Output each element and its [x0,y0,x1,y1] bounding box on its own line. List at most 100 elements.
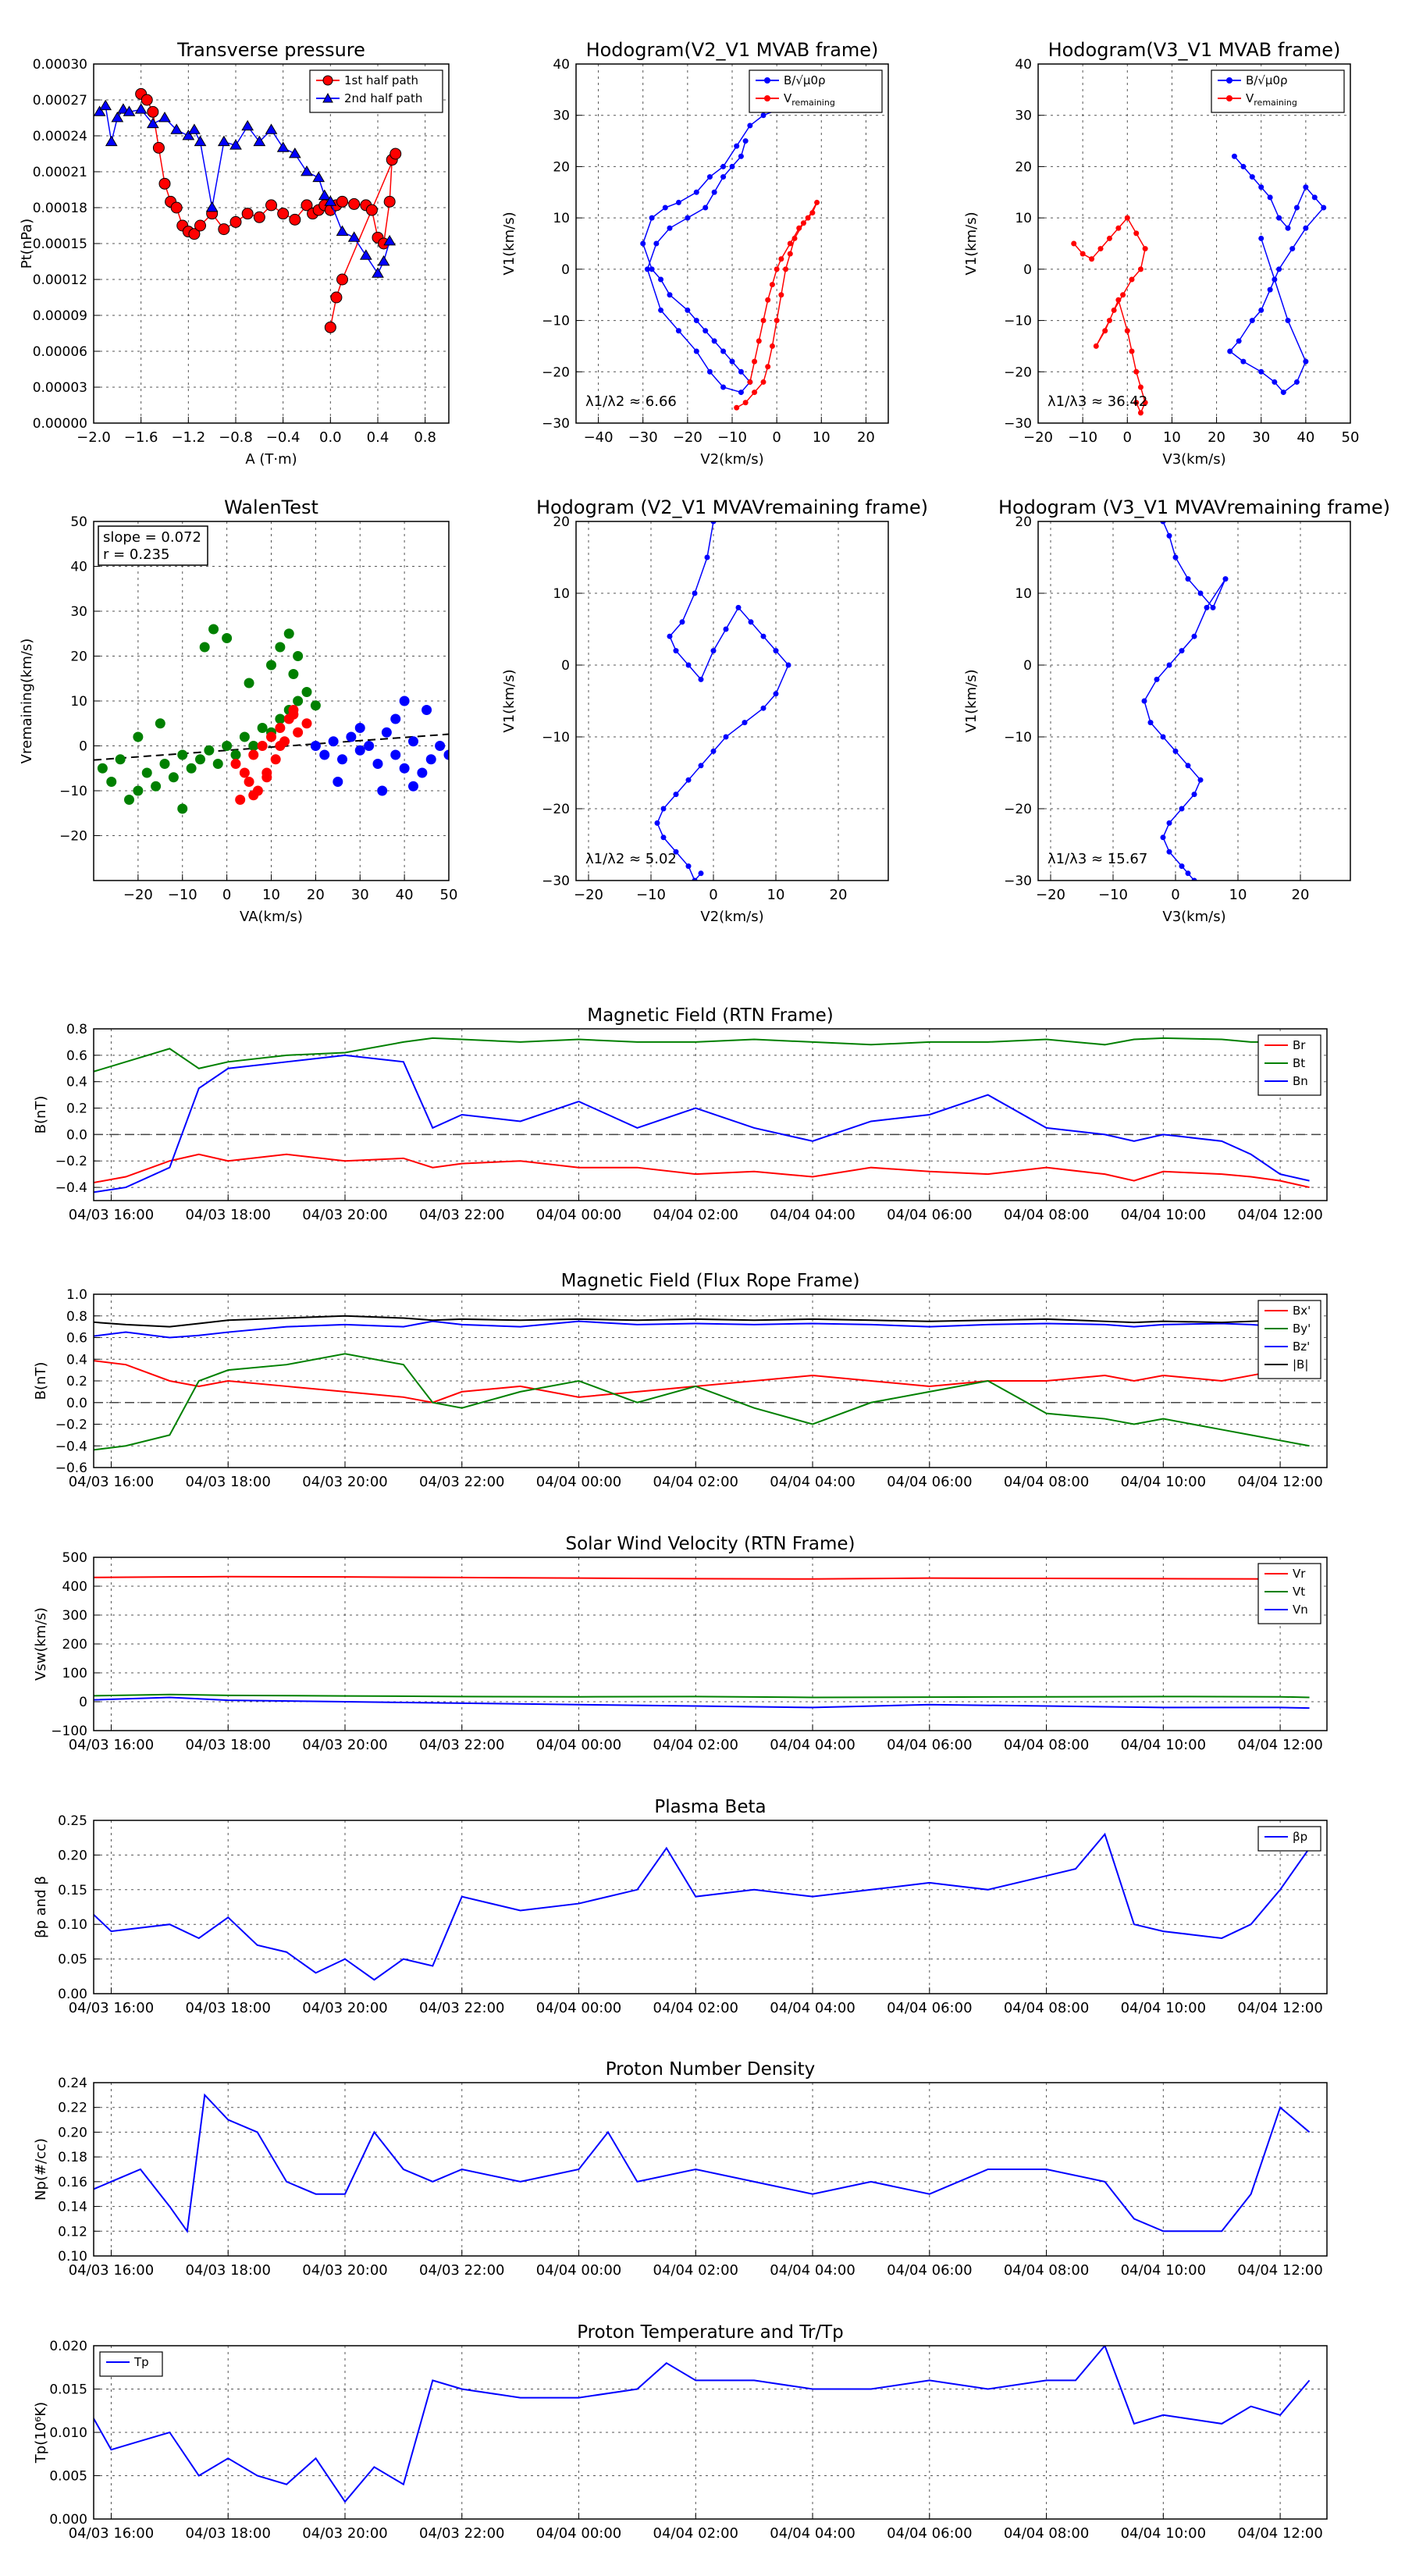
tick-label-x: 04/03 16:00 [69,1737,154,1753]
data-point [734,143,740,149]
data-point [660,806,667,812]
tick-label-x: 04/03 20:00 [302,2262,387,2279]
tick-label-x: 04/04 12:00 [1237,2525,1322,2542]
panel-np: Proton Number Density 04/03 16:00 04/03 18… [33,2059,1328,2279]
data-point [275,713,286,724]
chart-title: Hodogram (V3_V1 MVAVremaining frame) [998,496,1390,518]
tick-label-y: −30 [542,873,570,889]
data-point [195,754,205,765]
data-point [787,240,793,247]
data-point [729,163,735,169]
data-point [1133,230,1140,237]
data-point [265,199,277,212]
tick-label-x: 04/04 06:00 [887,1207,972,1223]
tick-label-x: 04/04 10:00 [1121,1207,1206,1223]
data-point [1249,318,1255,324]
tick-label-y: 20 [70,649,87,665]
data-point [756,338,762,344]
tick-label-x: 04/03 20:00 [302,2000,387,2016]
tick-label-y: 0.20 [58,2125,87,2140]
tick-label-x: 04/03 18:00 [185,1474,270,1490]
tick-label-y: 10 [1015,586,1032,602]
data-point [1258,368,1264,375]
data-point [1185,576,1191,582]
data-point [248,741,259,751]
series-line-3 [94,1315,1310,1328]
data-point [1160,734,1166,740]
data-point [1106,235,1112,241]
data-point [805,215,811,221]
annotation-text: λ1/λ3 ≈ 15.67 [1048,851,1147,867]
data-point [654,820,660,826]
data-point [253,135,266,147]
tick-label-x: −20 [673,429,702,446]
data-point [257,741,268,751]
data-point [662,205,668,211]
tick-label-x: 04/03 18:00 [185,2262,270,2279]
data-point [188,123,201,134]
data-point [706,174,713,180]
tick-label-x: 04/03 16:00 [69,2262,154,2279]
tick-label-x: 10 [1229,887,1247,903]
tick-label-x: 04/03 22:00 [419,1737,504,1753]
data-point [330,291,343,304]
data-point [1227,348,1233,354]
data-point [1197,777,1204,783]
data-point [1172,748,1179,754]
tick-label-y: −30 [542,416,570,432]
data-point [140,94,153,106]
data-point [1166,662,1172,668]
data-point [1240,358,1247,365]
legend-box [309,69,443,113]
data-point [800,220,806,226]
data-point [289,213,301,226]
data-point [372,267,384,278]
data-point [1236,338,1242,344]
data-point [435,741,446,751]
legend-label: Bn [1293,1074,1308,1088]
tick-label-x: 04/04 08:00 [1004,2525,1089,2542]
legend-marker [322,92,333,103]
tick-label-y: −10 [1004,730,1032,745]
tick-label-y: 0.0 [66,1127,87,1143]
data-point [425,754,436,765]
fit-line [94,733,449,761]
tick-label-y: 1.0 [66,1287,87,1303]
data-point [1089,256,1095,262]
y-axis-label: B(nT) [33,1096,49,1134]
data-point [1137,410,1144,416]
data-point [1137,266,1144,272]
data-point [720,384,727,390]
tick-label-x: −10 [1068,429,1097,446]
data-point [347,231,361,242]
data-point [301,165,313,176]
tick-label-x: 04/04 10:00 [1121,1474,1206,1490]
data-point [99,99,112,111]
tick-label-x: −0.4 [266,429,301,446]
plot-area [94,1037,1327,1194]
data-point [773,648,779,654]
x-axis-label: V3(km/s) [1162,909,1225,925]
data-point [673,792,679,798]
tick-label-y: 0.00006 [33,344,87,360]
tick-label-x: 50 [440,887,458,903]
tick-label-y: −10 [542,314,570,329]
tick-label-y: 500 [62,1550,87,1566]
chart-title: Hodogram (V2_V1 MVAVremaining frame) [536,496,928,518]
axes-frame [1037,521,1351,881]
series-line-1 [94,1037,1310,1073]
tick-label-y: 0.020 [49,2339,87,2354]
data-point [738,153,744,159]
panel-h2: Hodogram(V3_V1 MVAB frame) −20 −10 0 10 20 30 4… [963,39,1359,468]
plot-area [1071,153,1327,416]
tick-label-x: −0.8 [219,429,253,446]
legend-label: 2nd half path [344,91,422,105]
tick-label-x: −10 [168,887,197,903]
axes-frame [93,1293,1328,1468]
tick-label-y: −20 [1004,365,1032,380]
data-point [742,400,749,406]
legend-label: Tp [133,2355,149,2369]
data-point [809,210,816,216]
annotation-text: r = 0.235 [103,546,169,563]
